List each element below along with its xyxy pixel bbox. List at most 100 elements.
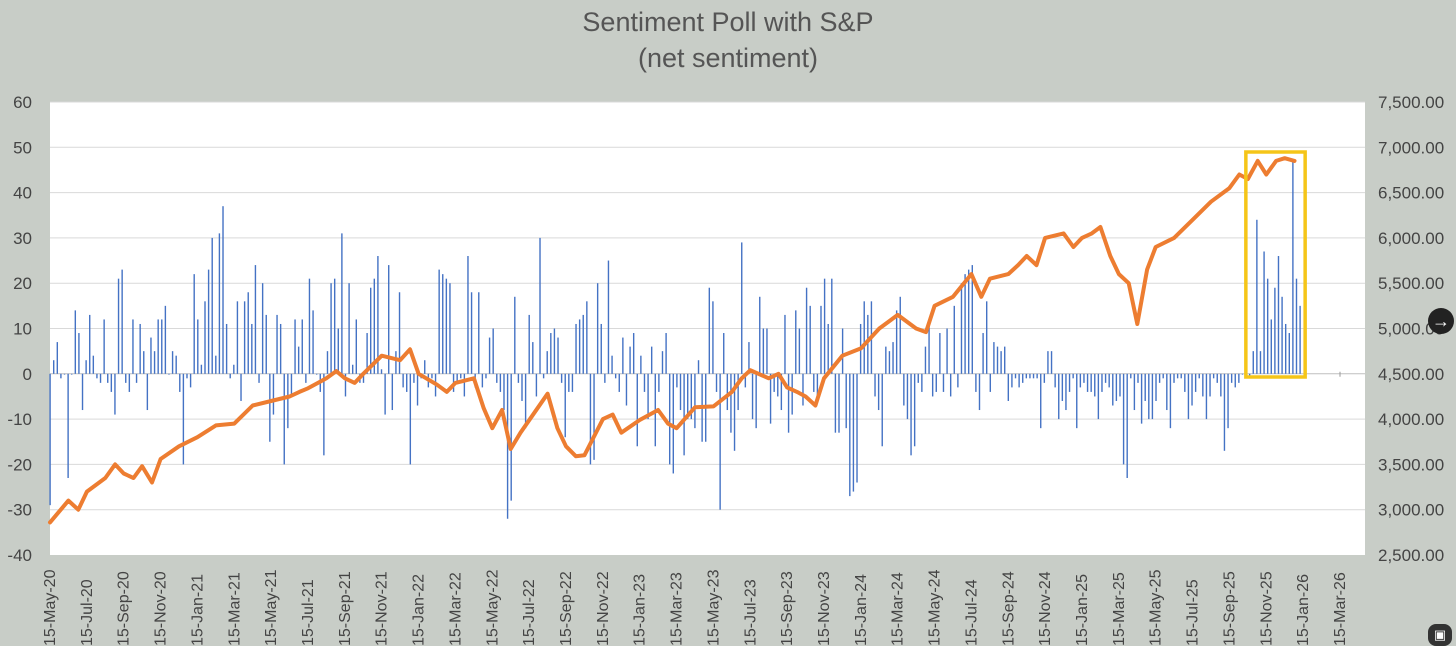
sentiment-bar (809, 305, 811, 374)
x-tick-label: 15-Jan-25 (1074, 574, 1091, 646)
x-tick-label: 15-Jul-23 (742, 579, 759, 646)
sentiment-bar (1191, 373, 1193, 406)
sentiment-bar (204, 301, 206, 374)
sentiment-bar (132, 319, 134, 374)
sentiment-bar (1108, 373, 1110, 388)
sentiment-bar (200, 364, 203, 374)
sentiment-bar (730, 373, 732, 433)
sentiment-bar (139, 323, 141, 374)
sentiment-bar (917, 373, 919, 383)
sentiment-bar (366, 333, 368, 374)
sentiment-bar (892, 342, 894, 374)
sentiment-bar (647, 373, 649, 420)
sentiment-bar (996, 346, 999, 374)
sentiment-bar (222, 206, 224, 374)
left-tick-label: 0 (23, 365, 32, 384)
sentiment-bar (921, 373, 923, 392)
sentiment-bar (1004, 346, 1006, 374)
sentiment-bar (759, 296, 761, 374)
sentiment-bar (315, 373, 318, 375)
sentiment-bar (744, 373, 747, 388)
sentiment-bar (712, 301, 714, 374)
sentiment-bar (143, 351, 145, 374)
sentiment-bar (978, 373, 981, 411)
right-tick-label: 6,000.00 (1378, 229, 1444, 248)
sentiment-bar (99, 373, 102, 383)
sentiment-bar (251, 323, 253, 374)
sentiment-bar (312, 310, 314, 374)
sentiment-bar (852, 373, 855, 492)
sentiment-bar (841, 328, 844, 374)
x-tick-label: 15-Jul-22 (521, 579, 538, 646)
sentiment-bar (636, 373, 638, 447)
sentiment-bar (308, 278, 311, 374)
sentiment-bar (514, 296, 516, 374)
x-tick-label: 15-May-24 (927, 569, 944, 646)
sentiment-bar (596, 283, 599, 374)
sentiment-bar (377, 256, 379, 374)
sentiment-bar (481, 373, 484, 388)
sentiment-bar (485, 373, 487, 379)
sentiment-bar (755, 373, 757, 429)
sentiment-bar (708, 287, 711, 374)
sentiment-bar (982, 333, 984, 374)
sentiment-bar (1122, 373, 1125, 465)
chart-subtitle: (net sentiment) (637, 43, 819, 73)
sentiment-bar (661, 351, 664, 374)
sentiment-bar (849, 373, 851, 497)
sentiment-bar (1263, 251, 1265, 374)
sentiment-bar (726, 373, 729, 411)
sentiment-bar (593, 373, 595, 460)
sentiment-bar (589, 373, 592, 465)
sentiment-bar (895, 310, 898, 374)
sentiment-bar (175, 355, 177, 374)
sentiment-bar (1288, 333, 1290, 374)
x-tick-label: 15-Nov-21 (374, 571, 391, 646)
sentiment-bar (438, 269, 440, 374)
left-tick-label: -30 (7, 501, 32, 520)
sentiment-bar (370, 287, 372, 374)
next-arrow-icon[interactable]: → (1428, 308, 1454, 334)
sentiment-bar (658, 373, 660, 392)
x-tick-label: 15-Mar-26 (1332, 572, 1349, 646)
left-tick-label: -40 (7, 546, 32, 565)
sentiment-bar (413, 373, 415, 383)
sentiment-bar (398, 292, 401, 374)
sentiment-bar (582, 314, 584, 374)
x-tick-label: 15-Sep-20 (116, 571, 133, 646)
sentiment-bar (942, 373, 945, 392)
sentiment-bar (521, 373, 523, 401)
right-tick-label: 7,500.00 (1378, 93, 1444, 112)
sentiment-bar (1133, 373, 1136, 411)
sentiment-bar (1029, 373, 1031, 379)
sp500-line-group (48, 156, 1297, 525)
sentiment-bar (1180, 373, 1182, 379)
x-axis-ticks: 15-May-20 15-Jul-20 15-Sep-20 15-Nov-20 15-J… (42, 569, 1349, 646)
right-tick-label: 4,500.00 (1378, 365, 1444, 384)
sentiment-bar (874, 373, 876, 397)
sentiment-bar (460, 373, 462, 379)
sentiment-bar (380, 369, 383, 374)
sentiment-bar (1295, 278, 1298, 374)
sentiment-bar (1230, 373, 1233, 383)
sentiment-bar (604, 373, 606, 383)
sentiment-bar (989, 373, 992, 392)
sentiment-bar (409, 373, 412, 465)
sentiment-bar (1104, 373, 1107, 383)
sentiment-bar (1079, 373, 1082, 388)
sentiment-bar (179, 373, 181, 392)
x-tick-label: 15-Mar-25 (1111, 572, 1128, 646)
x-tick-label: 15-May-21 (263, 569, 280, 646)
sentiment-bar (1176, 373, 1179, 379)
sentiment-bar (1025, 373, 1028, 379)
sentiment-bar (762, 328, 765, 374)
expand-icon[interactable]: ▣ (1428, 624, 1452, 646)
sentiment-bar (949, 373, 952, 397)
sentiment-bar (330, 283, 332, 374)
right-axis-ticks: 7,500.00 7,000.00 6,500.00 6,000.00 5,500.00… (1378, 93, 1444, 565)
sentiment-bar (117, 278, 120, 374)
x-tick-label: 15-May-25 (1148, 569, 1165, 646)
sentiment-bar (650, 346, 653, 374)
sentiment-bar (406, 373, 408, 392)
